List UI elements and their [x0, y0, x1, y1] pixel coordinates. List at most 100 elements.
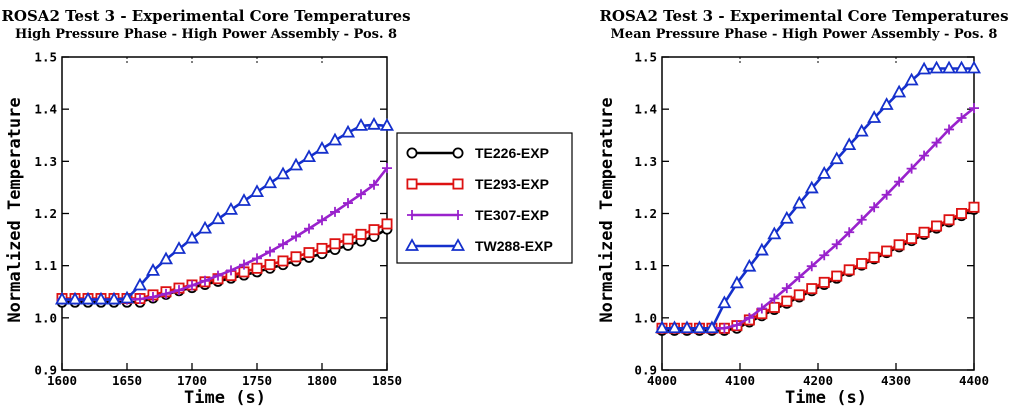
right-x-tick-label: 4300	[881, 373, 911, 388]
left-x-tick-label: 1800	[307, 373, 337, 388]
left-point-tw288-exp	[80, 291, 96, 305]
legend-box	[396, 132, 573, 264]
legend: TE226-EXP TE293-EXP TE307-EXP TW288-EXP	[396, 132, 573, 264]
left-point-tw288-exp	[314, 140, 330, 154]
left-x-tick-label: 1850	[372, 373, 402, 388]
right-point-tw288-exp	[954, 60, 969, 74]
right-point-te293-exp	[893, 239, 905, 251]
right-point-tw288-exp	[929, 60, 944, 74]
legend-marker-tw288-exp	[450, 238, 466, 251]
legend-label-te226-exp: TE226-EXP	[475, 145, 549, 161]
right-point-te293-exp	[818, 276, 830, 288]
right-point-te307-exp	[906, 163, 917, 174]
right-point-tw288-exp	[879, 97, 894, 110]
left-point-te307-exp	[187, 280, 197, 291]
right-y-tick-label: 1.1	[634, 258, 657, 273]
legend-label-te307-exp: TE307-EXP	[475, 207, 549, 223]
left-point-te307-exp	[265, 246, 275, 257]
left-y-tick-label: 1.1	[34, 258, 57, 273]
right-point-te307-exp	[806, 261, 817, 272]
left-y-tick-label: 1.0	[34, 310, 57, 325]
right-point-te293-exp	[906, 233, 918, 245]
left-point-te293-exp	[316, 242, 328, 254]
left-point-te293-exp	[368, 224, 380, 236]
right-point-tw288-exp	[792, 195, 807, 209]
left-point-te307-exp	[161, 288, 171, 299]
left-point-te293-exp	[381, 218, 393, 230]
right-point-te307-exp	[831, 239, 842, 250]
left-point-tw288-exp	[249, 184, 265, 198]
right-y-tick-label: 1.0	[634, 310, 657, 325]
left-point-te307-exp	[252, 253, 262, 264]
right-point-te307-exp	[819, 250, 830, 261]
left-x-axis-label: Time (s)	[184, 388, 266, 408]
right-y-tick-label: 0.9	[634, 363, 657, 378]
right-point-tw288-exp	[667, 320, 682, 334]
left-point-te307-exp	[135, 294, 145, 305]
right-point-te293-exp	[868, 251, 880, 263]
right-x-tick-label: 4100	[725, 373, 755, 388]
right-point-te293-exp	[881, 245, 893, 257]
right-point-tw288-exp	[742, 258, 757, 272]
right-point-tw288-exp	[692, 320, 707, 334]
left-y-tick-label: 1.4	[34, 102, 57, 117]
left-chart-plot: 0.9 1.0 1.1 1.2 1.3 1.4 1.5 1600 1650 1700 1750 180…	[34, 50, 402, 389]
left-point-te307-exp	[239, 259, 249, 270]
right-point-te307-exp	[931, 137, 942, 148]
right-point-te293-exp	[768, 301, 780, 313]
left-x-tick-label: 1600	[47, 373, 77, 388]
right-x-axis-label: Time (s)	[785, 388, 867, 408]
left-y-tick-label: 1.5	[34, 50, 57, 65]
right-point-te293-exp	[968, 201, 980, 213]
left-point-tw288-exp	[288, 157, 304, 171]
left-point-te307-exp	[200, 275, 210, 286]
left-point-tw288-exp	[327, 132, 343, 146]
right-chart-title: ROSA2 Test 3 - Experimental Core Tempera…	[599, 7, 1008, 25]
left-point-te293-exp	[290, 251, 302, 263]
right-point-te307-exp	[781, 283, 792, 294]
left-point-te307-exp	[174, 285, 184, 296]
right-point-te293-exp	[918, 226, 930, 238]
right-point-te307-exp	[744, 312, 755, 323]
legend-marker-te226-exp	[452, 147, 464, 159]
left-point-te307-exp	[213, 270, 223, 281]
right-point-tw288-exp	[729, 275, 744, 289]
right-point-tw288-exp	[717, 295, 732, 309]
left-x-tick-label: 1700	[177, 373, 207, 388]
left-point-te307-exp	[382, 163, 392, 174]
left-y-tick-label: 1.2	[34, 206, 57, 221]
left-point-tw288-exp	[366, 116, 382, 130]
left-point-tw288-exp	[353, 117, 369, 131]
left-point-tw288-exp	[158, 251, 174, 265]
left-point-tw288-exp	[106, 291, 122, 305]
right-point-tw288-exp	[966, 60, 982, 74]
right-point-tw288-exp	[892, 84, 907, 98]
left-point-tw288-exp	[67, 291, 83, 305]
left-point-te293-exp	[342, 233, 354, 245]
right-y-tick-label: 1.5	[634, 50, 657, 65]
right-point-te307-exp	[969, 103, 979, 114]
right-point-te293-exp	[781, 295, 793, 307]
left-point-te293-exp	[329, 238, 341, 250]
right-point-te307-exp	[794, 272, 805, 283]
right-point-tw288-exp	[942, 60, 957, 74]
left-point-tw288-exp	[379, 117, 395, 131]
right-point-tw288-exp	[817, 165, 832, 179]
right-point-te307-exp	[844, 227, 855, 238]
right-y-tick-label: 1.4	[634, 102, 657, 117]
left-point-te307-exp	[291, 231, 301, 242]
left-point-te307-exp	[226, 265, 236, 276]
right-point-te307-exp	[881, 189, 892, 200]
right-point-tw288-exp	[779, 210, 794, 224]
right-point-te293-exp	[793, 289, 805, 301]
left-point-te293-exp	[277, 255, 289, 267]
right-point-tw288-exp	[804, 180, 819, 194]
left-point-tw288-exp	[275, 166, 291, 180]
legend-marker-te293-exp	[406, 178, 418, 190]
right-y-axis-label: Normalized Temperature	[597, 97, 617, 322]
left-point-tw288-exp	[171, 241, 187, 254]
right-series-line-tw288-exp	[662, 67, 974, 330]
left-point-te293-exp	[355, 228, 367, 240]
left-point-tw288-exp	[301, 149, 317, 163]
